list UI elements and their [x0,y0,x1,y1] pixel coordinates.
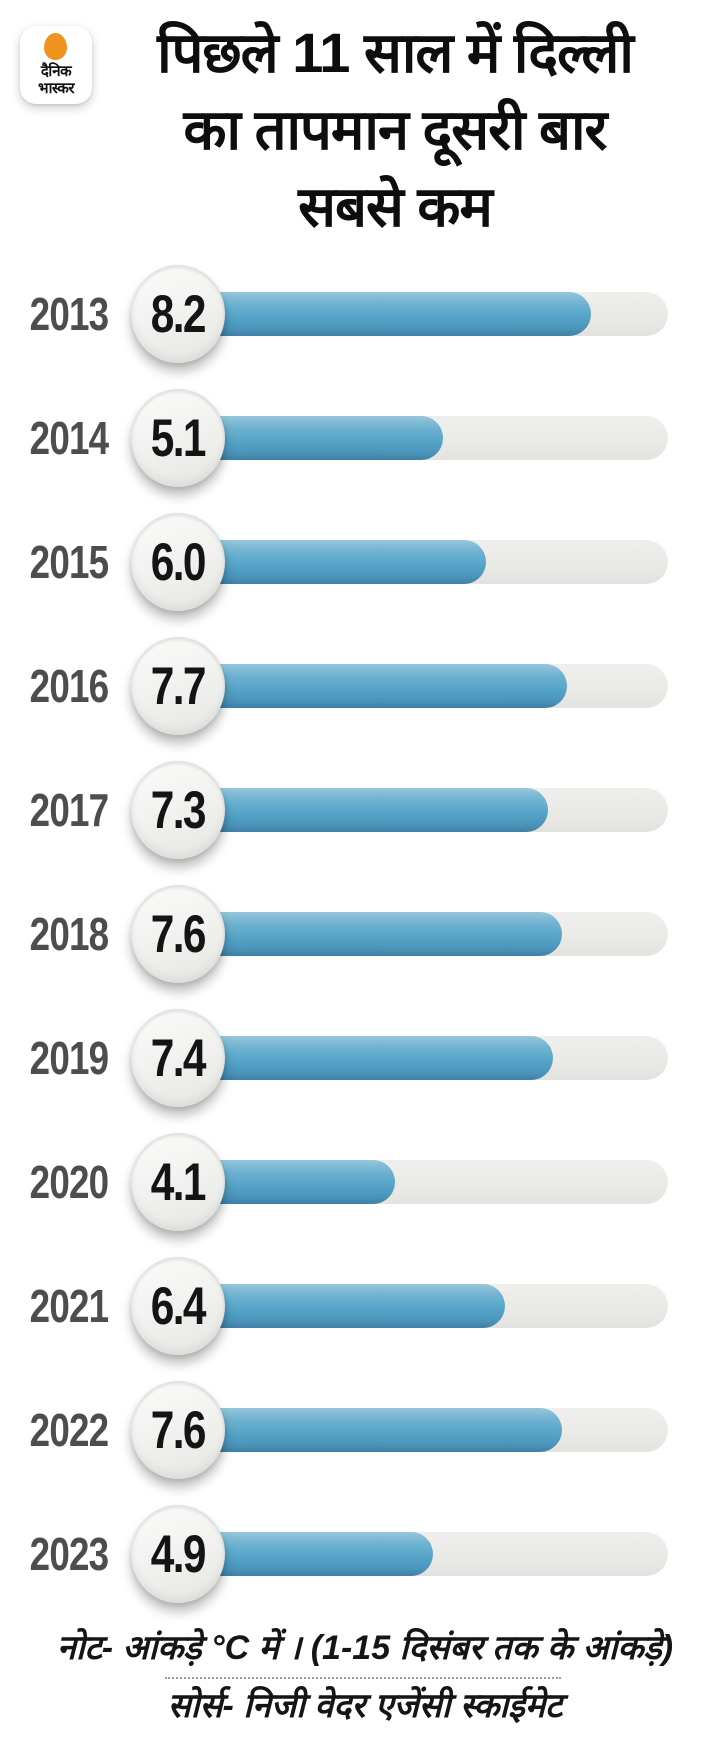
value-badge: 4.9 [131,1505,225,1603]
value-badge: 6.0 [131,513,225,611]
year-label: 2021 [29,1280,108,1332]
chart-row: 2022 7.6 [0,1380,720,1480]
value-badge-text: 7.6 [150,1400,207,1460]
value-badge: 7.4 [131,1009,225,1107]
logo-text-line1: दैनिक [40,63,72,80]
bar-track [198,664,668,708]
year-label: 2018 [29,908,108,960]
bar-fill [198,540,486,584]
dainik-bhaskar-logo: दैनिक भास्कर [20,26,92,104]
chart-row: 2013 8.2 [0,264,720,364]
value-badge-text: 7.3 [150,780,207,840]
bar-fill [198,1284,505,1328]
value-badge-text: 4.9 [150,1524,207,1584]
value-badge-text: 4.1 [150,1152,207,1212]
chart-row: 2020 4.1 [0,1132,720,1232]
year-label: 2017 [29,784,108,836]
chart-row: 2018 7.6 [0,884,720,984]
bar-fill [198,788,548,832]
value-badge: 7.6 [131,1381,225,1479]
value-badge-text: 5.1 [150,408,207,468]
chart-row: 2014 5.1 [0,388,720,488]
value-badge: 5.1 [131,389,225,487]
value-badge-text: 7.6 [150,904,207,964]
bar-track [198,1160,668,1204]
value-badge-text: 8.2 [150,284,207,344]
title-line-3: सबसे कम [298,175,493,238]
sun-icon [44,33,67,60]
value-badge-text: 6.4 [150,1276,207,1336]
value-badge-text: 7.7 [150,656,207,716]
year-label: 2022 [29,1404,108,1456]
value-badge: 7.7 [131,637,225,735]
value-badge: 7.3 [131,761,225,859]
value-badge-text: 7.4 [150,1028,207,1088]
chart-title: पिछले 11 साल में दिल्ली का तापमान दूसरी … [80,14,710,245]
chart-row: 2023 4.9 [0,1504,720,1604]
bar-track [198,540,668,584]
value-badge-text: 6.0 [150,532,207,592]
bar-fill [198,664,567,708]
chart-row: 2021 6.4 [0,1256,720,1356]
bar-fill [198,912,562,956]
bar-track [198,292,668,336]
chart-row: 2019 7.4 [0,1008,720,1108]
chart-row: 2017 7.3 [0,760,720,860]
bar-track [198,1036,668,1080]
value-badge: 6.4 [131,1257,225,1355]
bar-fill [198,1408,562,1452]
footnote: नोट- आंकड़े °C में । (1-15 दिसंबर तक के … [56,1629,674,1667]
year-label: 2016 [29,660,108,712]
chart-row: 2015 6.0 [0,512,720,612]
bar-fill [198,292,591,336]
value-badge: 7.6 [131,885,225,983]
bar-fill [198,1036,553,1080]
logo-text-line2: भास्कर [38,80,74,97]
bar-track [198,788,668,832]
source-note: सोर्स- निजी वेदर एजेंसी स्काईमेट [167,1687,563,1725]
bar-track [198,912,668,956]
year-label: 2013 [29,288,108,340]
chart-row: 2016 7.7 [0,636,720,736]
bar-track [198,1408,668,1452]
year-label: 2015 [29,536,108,588]
year-label: 2014 [29,412,108,464]
title-line-1: पिछले 11 साल में दिल्ली [157,21,634,84]
year-label: 2019 [29,1032,108,1084]
bar-fill [198,416,443,460]
title-line-2: का तापमान दूसरी बार [183,98,608,161]
value-badge: 4.1 [131,1133,225,1231]
bar-track [198,1284,668,1328]
year-label: 2020 [29,1156,108,1208]
bar-track [198,1532,668,1576]
bar-fill [198,1532,433,1576]
dotted-divider [165,1677,561,1679]
bar-fill [198,1160,395,1204]
year-label: 2023 [29,1528,108,1580]
bar-track [198,416,668,460]
value-badge: 8.2 [131,265,225,363]
